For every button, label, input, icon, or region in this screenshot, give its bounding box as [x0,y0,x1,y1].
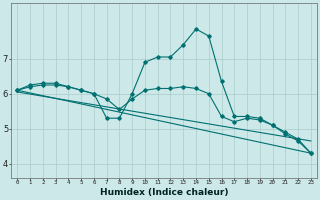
X-axis label: Humidex (Indice chaleur): Humidex (Indice chaleur) [100,188,228,197]
